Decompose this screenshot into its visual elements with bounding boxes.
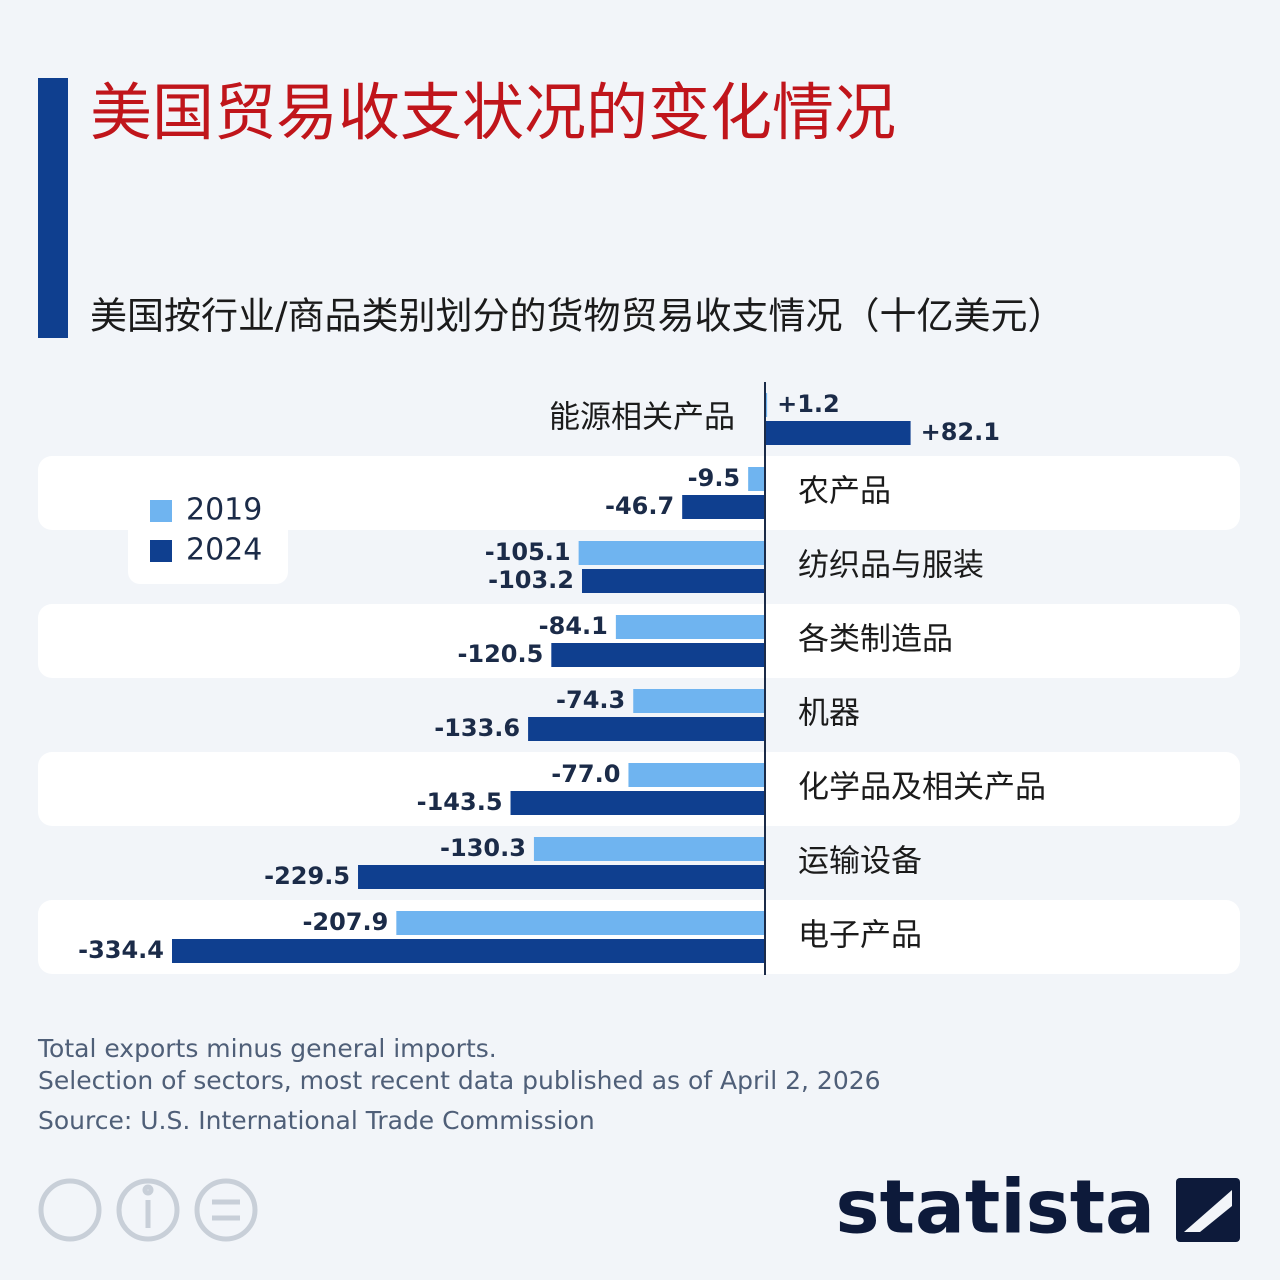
value-label: +1.2 [777,390,840,418]
legend-swatch [150,540,172,562]
row-band [38,604,1240,678]
category-label: 农产品 [798,474,891,510]
bar [396,911,765,935]
value-label: -130.3 [440,834,526,862]
bar [510,791,765,815]
bar [172,939,765,963]
bar [578,541,765,565]
row-band [38,752,1240,826]
note: Selection of sectors, most recent data p… [38,1066,881,1095]
bar [633,689,765,713]
category-label: 能源相关产品 [549,400,735,436]
bar [551,643,765,667]
bar [748,467,765,491]
bar [581,569,765,593]
bar [765,393,768,417]
legend-swatch [150,500,172,522]
value-label: -143.5 [417,788,503,816]
bar [358,865,765,889]
value-label: -84.1 [539,612,608,640]
bar [528,717,765,741]
category-label: 机器 [798,696,860,732]
category-label: 电子产品 [798,918,922,954]
value-label: -103.2 [488,566,574,594]
value-label: -105.1 [485,538,571,566]
value-label: -120.5 [457,640,543,668]
source: Source: U.S. International Trade Commiss… [38,1106,595,1135]
category-label: 运输设备 [798,844,922,880]
chart-title: 美国贸易收支状况的变化情况 [90,76,896,149]
value-label: -207.9 [302,908,388,936]
bar [615,615,765,639]
accent-bar [38,78,68,338]
brand-logo: statista [836,1165,1155,1251]
category-label: 各类制造品 [798,622,953,658]
note: Total exports minus general imports. [37,1034,497,1063]
bar [533,837,765,861]
license-icons [38,1178,258,1242]
legend-label: 2019 [186,493,262,528]
value-label: +82.1 [921,418,1000,446]
category-label: 纺织品与服装 [798,548,984,584]
brand-mark [1176,1178,1240,1242]
value-label: -9.5 [688,464,740,492]
bar [765,421,911,445]
bar [682,495,765,519]
chart-subtitle: 美国按行业/商品类别划分的货物贸易收支情况（十亿美元） [90,295,1064,338]
value-label: -74.3 [556,686,625,714]
value-label: -46.7 [605,492,674,520]
row-band [38,456,1240,530]
bar [628,763,765,787]
legend-label: 2024 [186,533,262,568]
category-label: 化学品及相关产品 [798,770,1046,806]
value-label: -133.6 [434,714,520,742]
value-label: -334.4 [78,936,164,964]
value-label: -77.0 [551,760,620,788]
value-label: -229.5 [264,862,350,890]
